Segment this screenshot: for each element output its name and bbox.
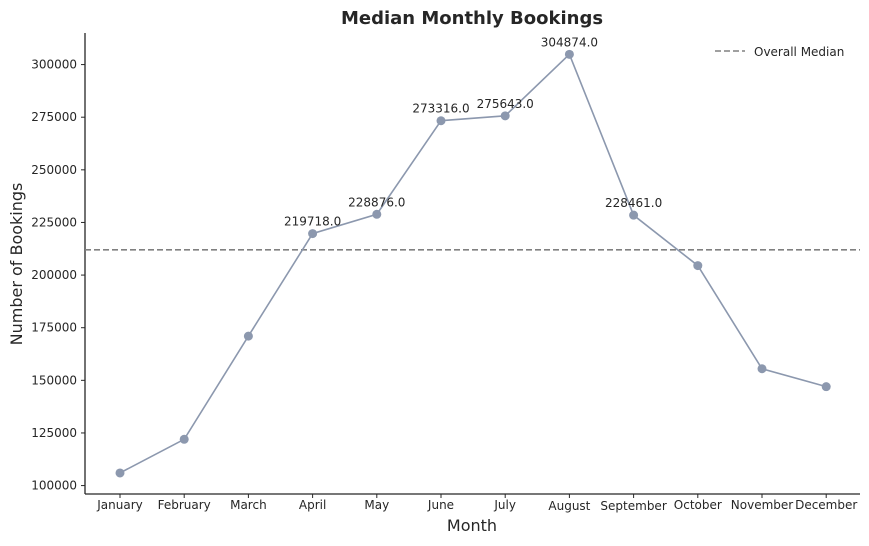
y-tick-label: 175000: [31, 321, 77, 335]
data-label: 228876.0: [348, 195, 405, 209]
y-ticks: 100000 125000 150000 175000 200000 225000 2500…: [31, 58, 85, 493]
data-point-june: [436, 116, 446, 126]
x-tick-label: June: [427, 498, 454, 512]
axes: [84, 33, 860, 495]
data-label: 228461.0: [605, 196, 662, 210]
x-tick-label: July: [493, 498, 516, 512]
data-point-september: [629, 210, 639, 220]
data-point-october: [693, 261, 703, 271]
y-tick-label: 200000: [31, 268, 77, 282]
y-axis-label: Number of Bookings: [7, 183, 26, 346]
data-point-july: [500, 111, 510, 121]
legend: Overall Median: [715, 45, 844, 59]
series-markers: [115, 49, 831, 478]
x-tick-label: January: [96, 498, 143, 512]
x-axis-label: Month: [447, 516, 497, 535]
data-point-august: [564, 49, 574, 59]
x-ticks: January February March April May June July Augu…: [96, 494, 857, 513]
data-label: 304874.0: [541, 35, 598, 49]
x-tick-label: May: [364, 498, 389, 512]
series-line: [119, 52, 827, 474]
data-point-february: [179, 434, 189, 444]
x-tick-label: September: [600, 499, 666, 513]
y-tick-label: 300000: [31, 58, 77, 72]
data-point-november: [757, 364, 767, 374]
data-point-march: [243, 331, 253, 341]
chart-title: Median Monthly Bookings: [341, 8, 603, 29]
x-tick-label: March: [230, 498, 267, 512]
data-point-april: [308, 229, 318, 239]
data-label: 273316.0: [412, 102, 469, 116]
x-tick-label: February: [158, 498, 211, 512]
x-tick-label: October: [674, 498, 722, 512]
data-labels: 219718.0 228876.0 273316.0 275643.0 304874.0…: [284, 35, 662, 228]
legend-label-overall-median: Overall Median: [754, 45, 844, 59]
y-tick-label: 250000: [31, 163, 77, 177]
x-tick-label: November: [731, 498, 793, 512]
y-tick-label: 125000: [31, 426, 77, 440]
data-point-may: [372, 209, 382, 219]
x-tick-label: August: [548, 499, 590, 513]
y-tick-label: 225000: [31, 215, 77, 229]
x-tick-label: December: [795, 498, 857, 512]
y-tick-label: 150000: [31, 373, 77, 387]
y-tick-label: 100000: [31, 479, 77, 493]
data-label: 275643.0: [477, 97, 534, 111]
data-label: 219718.0: [284, 215, 341, 229]
y-tick-label: 275000: [31, 110, 77, 124]
data-point-january: [115, 468, 125, 478]
x-tick-label: April: [299, 498, 326, 512]
data-point-december: [821, 382, 831, 392]
